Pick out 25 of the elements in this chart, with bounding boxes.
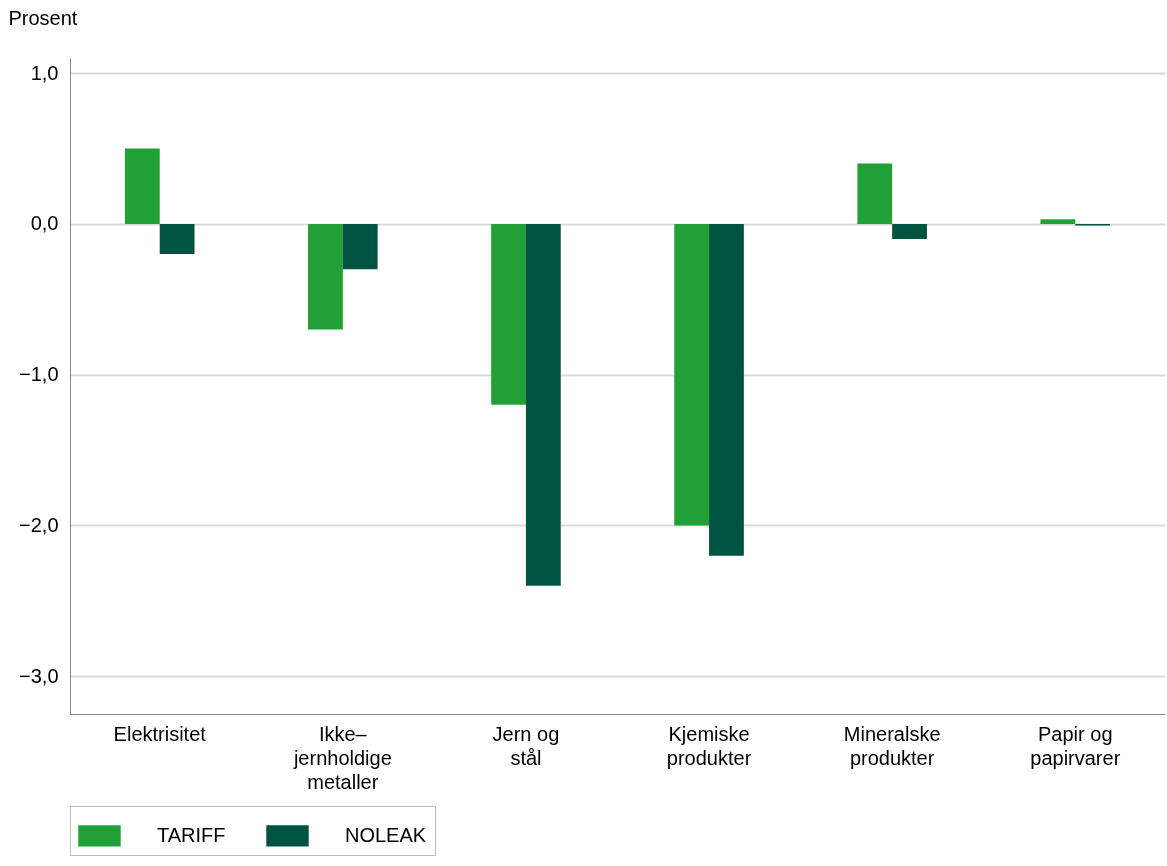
bar (1040, 219, 1076, 224)
x-tick-label: Kjemiske produkter (666, 722, 752, 769)
y-tick-label: 1,0 (30, 61, 59, 84)
y-tick-label: −2,0 (19, 513, 59, 536)
x-tick-label: Papir og papirvarer (1030, 722, 1121, 769)
bar (857, 163, 893, 224)
bar (159, 223, 195, 255)
bar (491, 223, 526, 405)
x-tick-label: Elektrisitet (113, 722, 207, 745)
bar (308, 223, 343, 330)
y-axis-title: Prosent (8, 6, 78, 29)
legend-label: NOLEAK (345, 823, 427, 846)
y-tick-label: −1,0 (19, 363, 59, 386)
y-tick-label: 0,0 (30, 212, 59, 235)
bar (709, 223, 744, 556)
y-tick-label: −3,0 (19, 664, 59, 687)
legend-label: TARIFF (157, 823, 226, 846)
x-tick-label: Jern og stål (492, 722, 560, 769)
bar (525, 223, 561, 586)
x-tick-label: Ikke– jernholdige metaller (292, 722, 392, 793)
bar (124, 148, 160, 224)
x-tick-label: Mineralske produkter (843, 722, 941, 769)
bar (674, 223, 710, 526)
bar (892, 223, 927, 239)
bar (342, 223, 378, 270)
